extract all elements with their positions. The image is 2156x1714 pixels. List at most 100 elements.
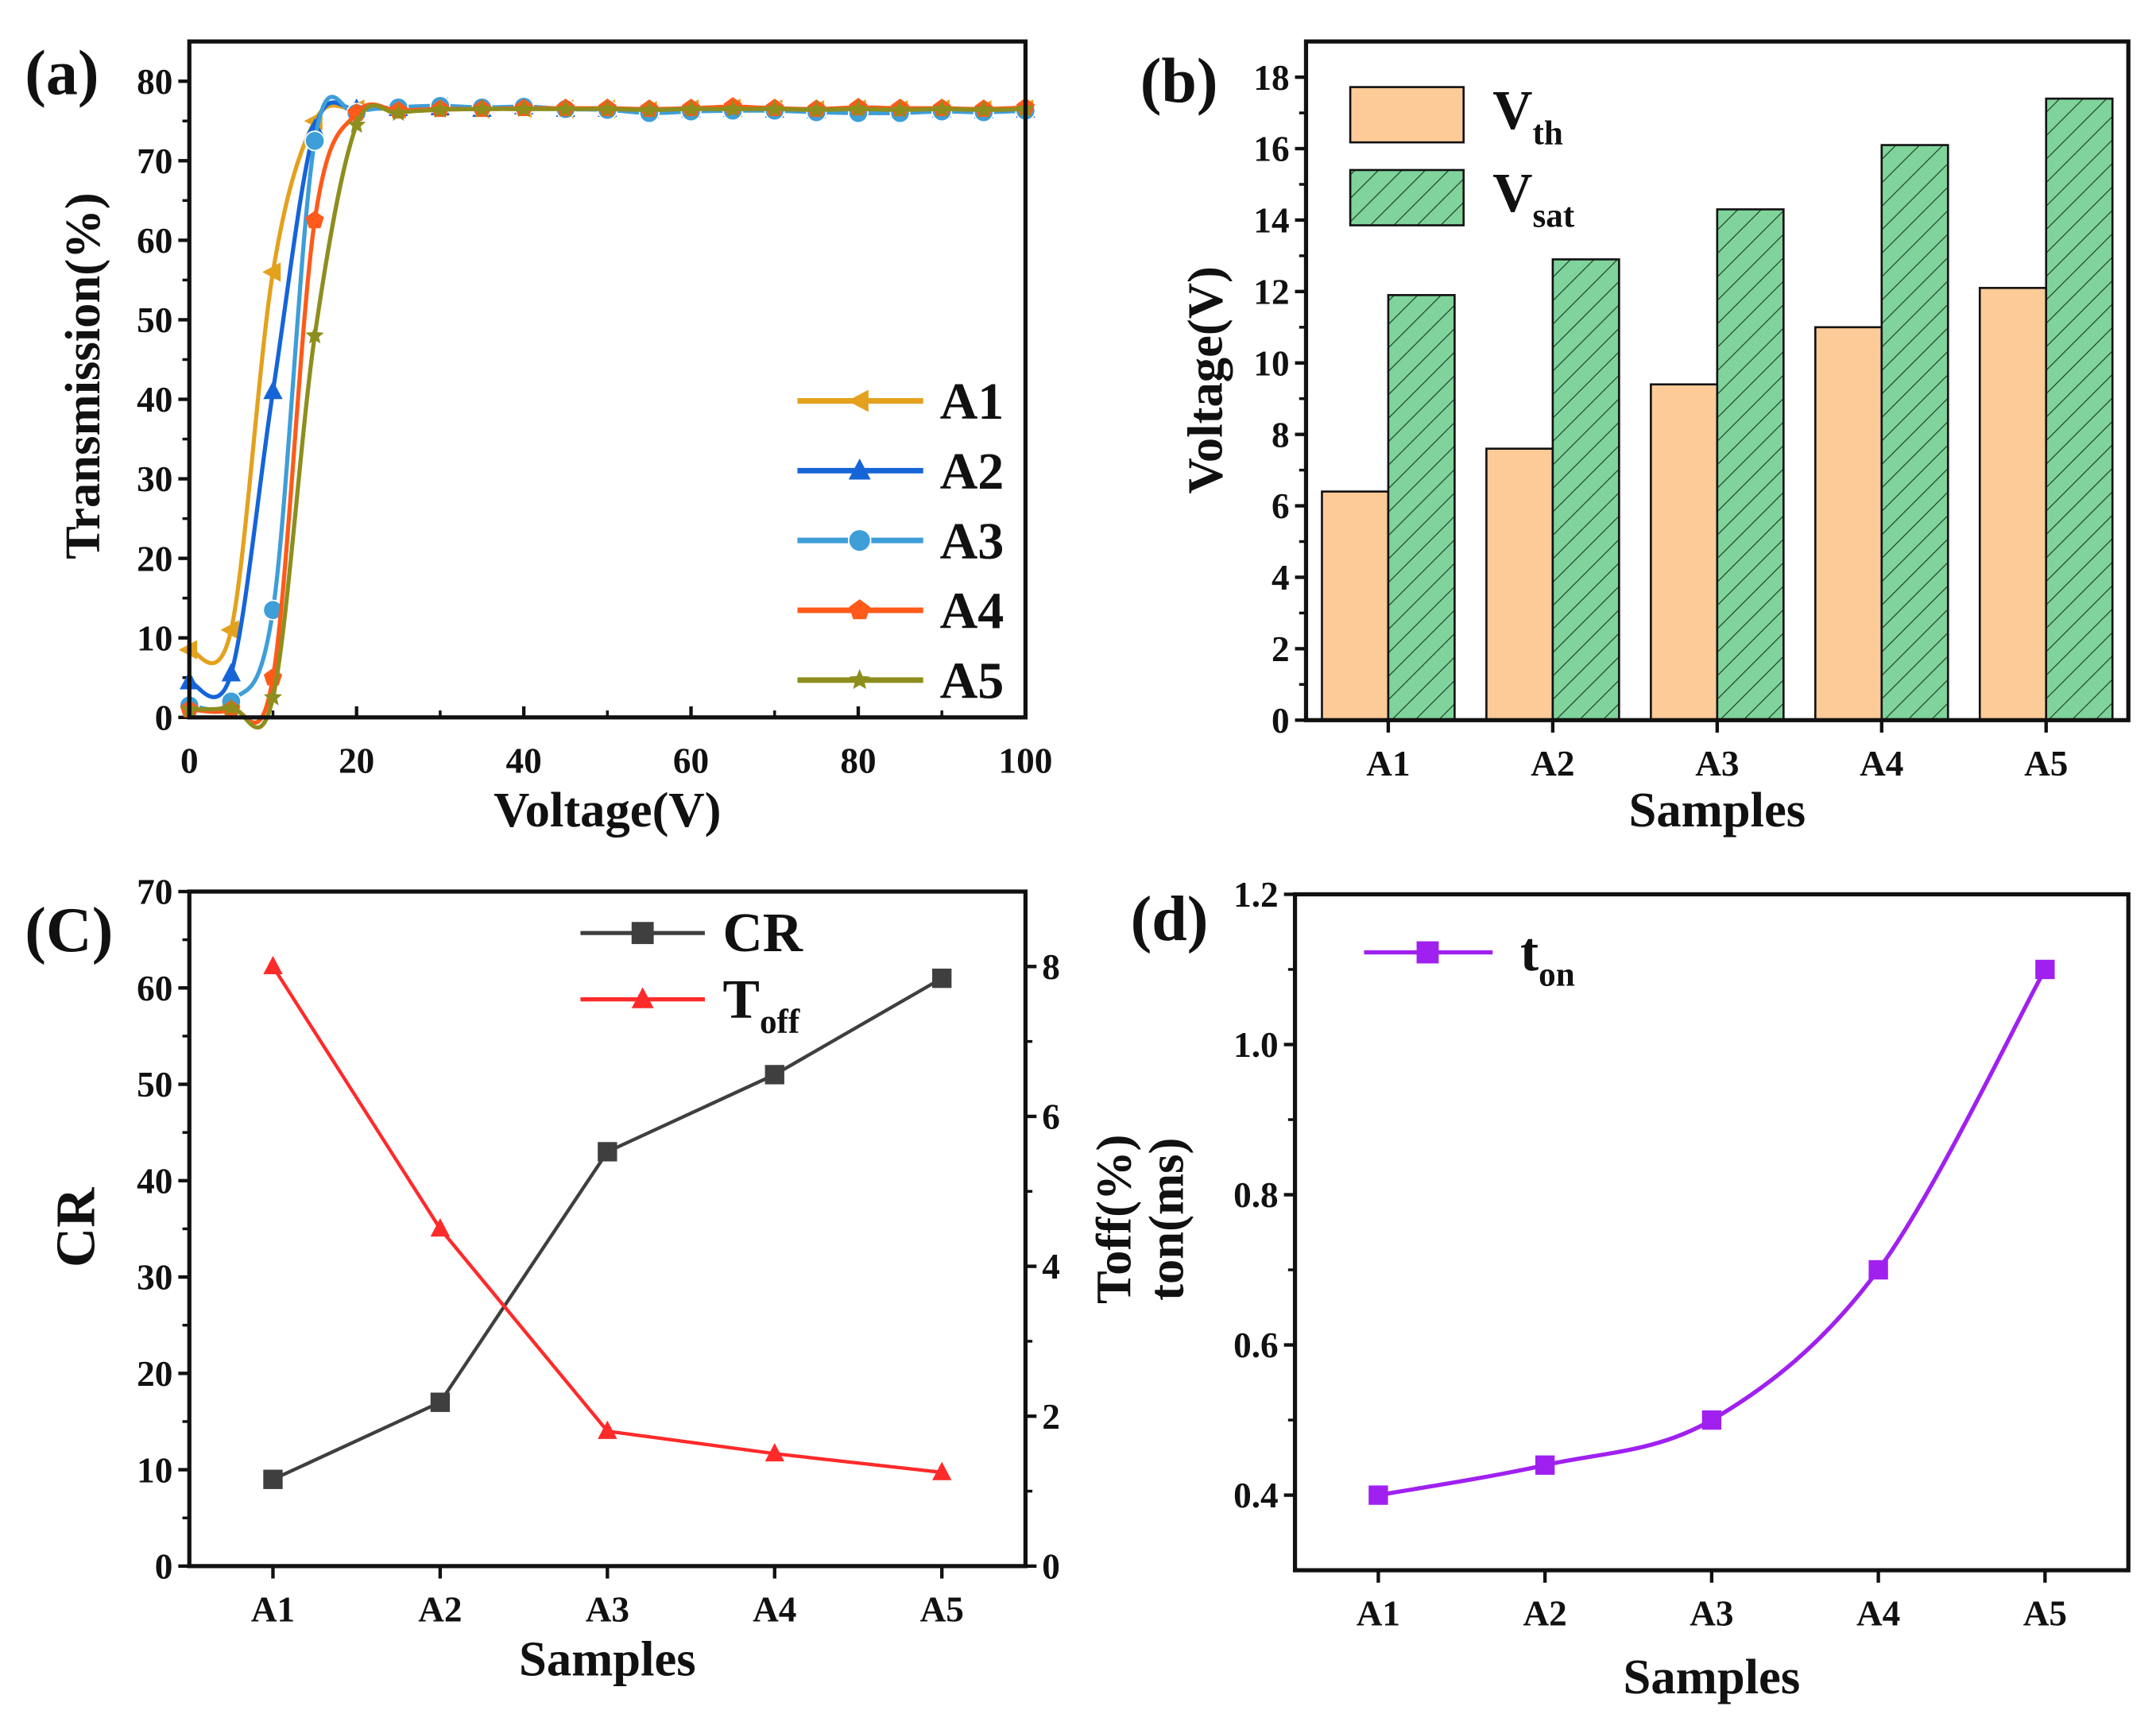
data-point xyxy=(263,955,283,975)
bar xyxy=(1551,258,1620,722)
series-ton xyxy=(1368,959,2055,1505)
data-point xyxy=(305,326,324,344)
b-x-tick-label: A1 xyxy=(1366,744,1410,783)
data-point xyxy=(1368,1485,1388,1505)
legend-item-cr: CR xyxy=(580,903,803,964)
data-point xyxy=(263,381,283,400)
data-point xyxy=(640,100,659,118)
data-point xyxy=(932,99,951,118)
legend-label-main: V xyxy=(1492,80,1532,141)
c-right-y-tick-label: 8 xyxy=(1042,947,1060,987)
legend-marker xyxy=(849,599,870,620)
d-y-tick-label: 0.6 xyxy=(1233,1325,1279,1365)
data-point xyxy=(598,1142,617,1162)
data-point xyxy=(974,100,993,118)
c-y-tick-label: 40 xyxy=(137,1161,172,1201)
bar xyxy=(2045,97,2114,722)
a-y-tick-label: 70 xyxy=(137,141,172,181)
bar xyxy=(1485,447,1554,722)
data-point xyxy=(723,99,742,118)
data-point xyxy=(262,262,281,282)
a-y-tick-label: 80 xyxy=(137,62,172,102)
b-x-tick-label: A3 xyxy=(1695,744,1739,783)
data-point xyxy=(849,99,868,118)
b-y-tick-label: 0 xyxy=(1272,701,1290,741)
data-point xyxy=(891,100,910,118)
legend-label: A1 xyxy=(940,373,1004,431)
legend-label-main: CR xyxy=(723,903,803,964)
c-x-axis-title: Samples xyxy=(519,1631,696,1686)
d-x-axis-title: Samples xyxy=(1624,1649,1801,1704)
legend-label-sub: sat xyxy=(1532,198,1574,235)
b-y-tick-label: 14 xyxy=(1253,201,1289,241)
data-point xyxy=(305,211,324,229)
b-x-tick-label: A5 xyxy=(2024,744,2068,783)
series-vsat xyxy=(1387,97,2114,722)
d-x-tick-label: A1 xyxy=(1357,1594,1400,1634)
legend-label: A3 xyxy=(940,513,1004,571)
d-x-tick-label: A5 xyxy=(2023,1594,2067,1634)
data-point xyxy=(220,620,239,640)
b-y-tick-label: 10 xyxy=(1253,343,1289,383)
c-right-y-tick-label: 6 xyxy=(1042,1097,1060,1137)
a-y-tick-label: 30 xyxy=(137,459,172,499)
b-y-tick-label: 8 xyxy=(1272,415,1290,455)
legend-item-a5: A5 xyxy=(797,652,1004,710)
data-point xyxy=(1535,1455,1555,1475)
legend-swatch xyxy=(1349,86,1465,144)
legend-marker xyxy=(848,458,871,480)
legend-label: ton xyxy=(1520,922,1575,993)
data-point xyxy=(263,1469,283,1489)
legend-label: Toff xyxy=(723,969,800,1040)
bar xyxy=(1650,383,1719,722)
c-right-y-tick-label: 0 xyxy=(1042,1547,1060,1587)
a-x-tick-label: 0 xyxy=(180,741,199,780)
d-x-tick-label: A2 xyxy=(1523,1594,1567,1634)
legend-marker xyxy=(847,528,872,552)
legend-label-main: V xyxy=(1492,163,1532,224)
b-y-tick-label: 4 xyxy=(1272,558,1290,598)
series-line xyxy=(189,102,1026,725)
panel-label: (a) xyxy=(25,38,99,108)
d-y-tick-label: 0.4 xyxy=(1233,1476,1279,1515)
data-point xyxy=(932,1461,952,1480)
legend-item-a1: A1 xyxy=(797,373,1004,431)
d-x-tick-label: A3 xyxy=(1690,1594,1733,1634)
legend-marker xyxy=(849,668,870,690)
a-y-tick-label: 0 xyxy=(155,698,173,737)
panel-label: (b) xyxy=(1140,47,1218,117)
c-y-tick-label: 30 xyxy=(137,1258,172,1298)
bar xyxy=(1814,326,1883,722)
legend-swatch xyxy=(1349,168,1465,226)
d-y-tick-label: 0.8 xyxy=(1233,1175,1279,1215)
d-y-axis-title-toff: Toff(%) xyxy=(1086,1135,1142,1304)
d-y-axis-title-ton: ton(ms) xyxy=(1139,1138,1194,1301)
legend-label-sub: off xyxy=(760,1004,800,1041)
legend-item-vth: Vth xyxy=(1349,80,1563,152)
data-point xyxy=(347,115,366,133)
a-y-tick-label: 40 xyxy=(137,380,172,420)
a-x-tick-label: 20 xyxy=(339,741,374,780)
series-cr xyxy=(263,968,952,1489)
legend-label: CR xyxy=(723,903,803,964)
data-point xyxy=(389,103,408,122)
legend-item-ton: ton xyxy=(1364,922,1575,994)
bar xyxy=(1321,490,1390,722)
data-point xyxy=(765,99,784,118)
c-x-tick-label: A3 xyxy=(586,1589,629,1629)
data-point xyxy=(221,663,242,682)
series-line xyxy=(189,103,1026,730)
d-plot-frame xyxy=(1292,892,2131,1573)
c-y-tick-label: 70 xyxy=(137,872,172,912)
data-point xyxy=(556,99,575,118)
b-y-tick-label: 2 xyxy=(1272,629,1290,669)
c-y-axis-title: CR xyxy=(45,1187,106,1267)
a-x-tick-label: 80 xyxy=(840,741,876,780)
legend-marker xyxy=(1416,941,1439,964)
a-x-axis-title: Voltage(V) xyxy=(494,782,721,838)
panel-d-ton-chart: (d) 0.4 0.6 0.8 1.0 1.2 A1 A2 A3 A4 A5 ton Samples To… xyxy=(1086,875,2131,1704)
legend-label: A4 xyxy=(940,582,1004,640)
data-point xyxy=(263,687,283,706)
b-y-tick-label: 6 xyxy=(1272,486,1290,526)
data-point xyxy=(764,1065,784,1085)
